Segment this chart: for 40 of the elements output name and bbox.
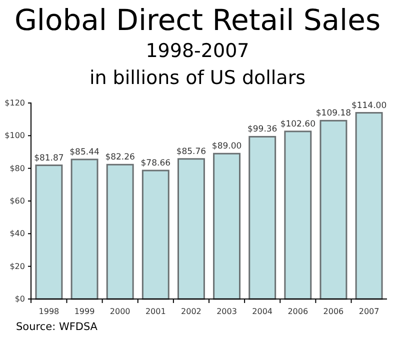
x-tick-label: 1999 — [74, 307, 95, 316]
bar — [284, 130, 312, 300]
y-tick-label: $20 — [10, 262, 25, 271]
bar — [177, 158, 205, 300]
data-label: $81.87 — [34, 153, 64, 164]
y-tick-label: $0 — [14, 294, 25, 304]
x-tick-label: 2006 — [288, 307, 308, 316]
bar — [320, 120, 348, 300]
y-tick-label: $100 — [4, 131, 25, 140]
data-label: $99.36 — [247, 124, 278, 135]
x-tick-label: 2000 — [110, 307, 130, 316]
x-tick-label: 2002 — [181, 307, 202, 316]
y-tick-label: $40 — [10, 229, 25, 238]
data-label: $85.76 — [176, 146, 206, 157]
bar — [355, 112, 383, 300]
source-note: Source: WFDSA — [16, 321, 98, 333]
data-label: $109.18 — [316, 108, 352, 119]
data-label: $89.00 — [212, 142, 242, 152]
x-tick-label: 2006 — [323, 307, 344, 316]
bar — [213, 152, 241, 300]
x-tick-label: 1998 — [38, 307, 60, 316]
x-tick-label: 2004 — [252, 307, 273, 316]
bar — [35, 164, 63, 300]
y-tick-label: $80 — [10, 164, 25, 173]
y-tick-label: $120 — [4, 98, 25, 108]
x-tick-label: 2001 — [145, 307, 166, 316]
data-label: $78.66 — [140, 158, 171, 169]
y-tick-label: $60 — [10, 196, 25, 206]
bar — [106, 164, 134, 300]
chart-title: Global Direct Retail Sales — [14, 3, 381, 37]
bar — [248, 136, 276, 300]
data-label: $114.00 — [351, 100, 387, 111]
data-label: $85.44 — [70, 147, 100, 158]
chart-subtitle: 1998-2007 in billions of US dollars — [89, 40, 306, 89]
data-label: $102.60 — [280, 119, 316, 130]
bar — [70, 158, 98, 300]
x-tick-label: 2007 — [358, 307, 380, 316]
bar — [142, 170, 170, 300]
data-label: $82.26 — [105, 152, 135, 163]
x-tick-label: 2003 — [216, 307, 237, 316]
